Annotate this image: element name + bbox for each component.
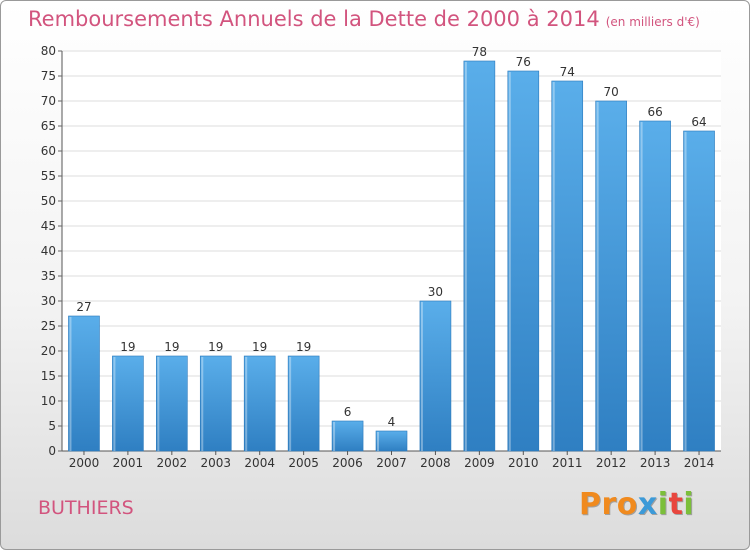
bar-highlight [596,102,599,451]
logo-letter: r [601,487,617,522]
bar-value-label: 78 [472,45,487,59]
logo-letter: i [683,487,695,522]
bar [375,430,408,452]
y-tick-label: 35 [41,269,56,283]
bar [551,80,584,452]
x-tick-label: 2005 [288,456,319,470]
bar-highlight [684,132,687,451]
bar [419,300,452,452]
bar-highlight [157,357,160,451]
x-axis-ticks: 2000 2001 2002 2003 2004 2005 2006 2007 2008 2009… [69,451,715,470]
bar [243,355,276,452]
bar [68,315,100,452]
bar [683,130,715,452]
y-tick-label: 15 [41,369,56,383]
y-tick-label: 65 [41,119,56,133]
bar [287,355,320,452]
bar-highlight [333,422,336,451]
bar-highlight [640,122,643,451]
bar [331,420,364,452]
x-tick-label: 2007 [376,456,407,470]
x-tick-label: 2004 [244,456,275,470]
place-name: BUTHIERS [38,497,134,519]
x-tick-label: 2013 [640,456,671,470]
chart-subtitle: (en milliers d'€) [605,15,700,29]
bar-value-label: 70 [604,85,619,99]
bar-highlight [552,82,555,451]
y-tick-label: 10 [41,394,56,408]
bar [156,355,188,452]
bar-value-label: 4 [388,415,396,429]
logo-letter: o [616,487,638,522]
y-tick-label: 80 [41,44,56,58]
y-tick-label: 75 [41,69,56,83]
x-tick-label: 2011 [552,456,583,470]
y-tick-label: 20 [41,344,56,358]
proxiti-logo[interactable]: Proxiti [579,487,694,522]
bar-value-label: 19 [120,340,135,354]
bar-highlight [201,357,204,451]
bar-value-label: 30 [428,285,443,299]
bar-value-label: 19 [252,340,267,354]
y-tick-label: 70 [41,94,56,108]
bar [639,120,671,452]
bar [112,355,144,452]
bar-value-label: 64 [691,115,706,129]
chart-title: Remboursements Annuels de la Dette de 20… [28,7,700,31]
bar-value-label: 6 [344,405,352,419]
bar-value-label: 19 [164,340,179,354]
bar-value-label: 66 [647,105,662,119]
y-axis-ticks: 0 5 10 15 20 25 30 35 40 45 50 55 60 65 70 75 80 [41,44,62,458]
y-tick-label: 5 [48,419,56,433]
x-tick-label: 2014 [684,456,715,470]
bar [507,70,540,452]
y-tick-label: 55 [41,169,56,183]
bar [199,355,232,452]
bar [595,100,627,452]
bar-highlight [508,72,511,451]
logo-letter: t [668,487,684,522]
x-tick-label: 2010 [508,456,539,470]
bars [68,60,715,452]
x-tick-label: 2002 [157,456,188,470]
x-tick-label: 2008 [420,456,451,470]
x-tick-label: 2006 [332,456,363,470]
bar-highlight [464,62,467,451]
bar-value-label: 76 [516,55,531,69]
bar-highlight [420,302,423,451]
bar-highlight [113,357,116,451]
y-tick-label: 25 [41,319,56,333]
bar-value-label: 19 [296,340,311,354]
y-tick-label: 45 [41,219,56,233]
y-tick-label: 40 [41,244,56,258]
y-tick-label: 60 [41,144,56,158]
x-tick-label: 2003 [200,456,231,470]
y-tick-label: 0 [48,444,56,458]
chart-title-text: Remboursements Annuels de la Dette de 20… [28,7,600,31]
bar-value-label: 19 [208,340,223,354]
bar-highlight [245,357,248,451]
y-tick-label: 30 [41,294,56,308]
x-tick-label: 2000 [69,456,100,470]
x-tick-label: 2012 [596,456,627,470]
logo-letter: P [579,487,602,522]
y-tick-label: 50 [41,194,56,208]
bar-highlight [377,432,379,451]
logo-letter: i [657,487,669,522]
x-tick-label: 2001 [113,456,144,470]
bar-value-label: 27 [76,300,91,314]
logo-letter: x [637,487,658,522]
bar [463,60,496,452]
x-tick-label: 2009 [464,456,495,470]
bar-highlight [289,357,292,451]
bar-highlight [69,317,72,451]
bar-value-label: 74 [560,65,575,79]
